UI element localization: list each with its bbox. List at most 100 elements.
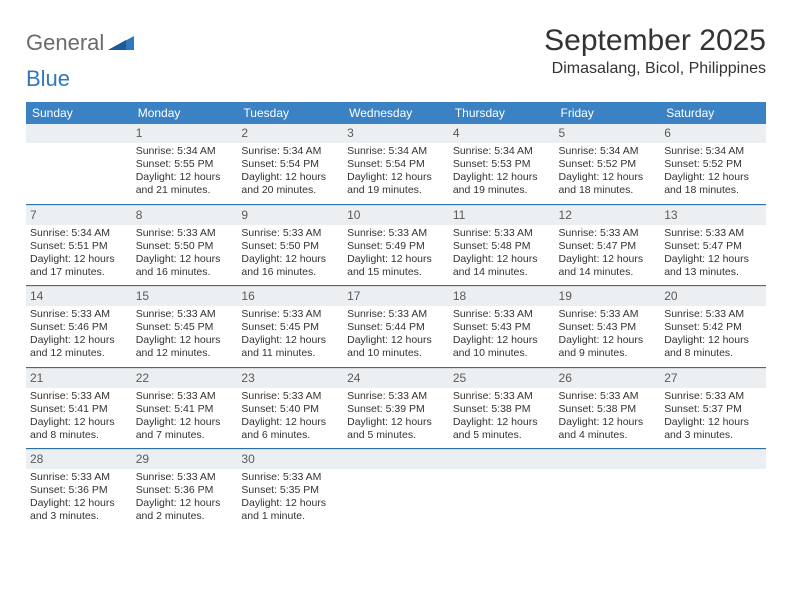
day-cell: 16Sunrise: 5:33 AMSunset: 5:45 PMDayligh… [237, 286, 343, 368]
sunrise-text: Sunrise: 5:33 AM [453, 390, 551, 403]
day-content: Sunrise: 5:33 AMSunset: 5:39 PMDaylight:… [347, 390, 445, 443]
sunset-text: Sunset: 5:41 PM [30, 403, 128, 416]
daylight-text: Daylight: 12 hours [347, 253, 445, 266]
day-cell: 6Sunrise: 5:34 AMSunset: 5:52 PMDaylight… [660, 124, 766, 204]
calendar-table: Sunday Monday Tuesday Wednesday Thursday… [26, 102, 766, 530]
sunrise-text: Sunrise: 5:33 AM [347, 390, 445, 403]
day-number: 18 [449, 286, 555, 306]
day-cell [449, 449, 555, 530]
sunrise-text: Sunrise: 5:34 AM [453, 145, 551, 158]
day-number: 3 [343, 124, 449, 143]
day-content: Sunrise: 5:33 AMSunset: 5:45 PMDaylight:… [241, 308, 339, 361]
day-content: Sunrise: 5:33 AMSunset: 5:43 PMDaylight:… [559, 308, 657, 361]
sunrise-text: Sunrise: 5:33 AM [241, 471, 339, 484]
day-number: 7 [26, 205, 132, 225]
day-number: 29 [132, 449, 238, 469]
day-cell [555, 449, 661, 530]
sunrise-text: Sunrise: 5:33 AM [241, 390, 339, 403]
sunset-text: Sunset: 5:52 PM [559, 158, 657, 171]
day-number: 4 [449, 124, 555, 143]
sunset-text: Sunset: 5:37 PM [664, 403, 762, 416]
daylight-text: and 11 minutes. [241, 347, 339, 360]
day-content: Sunrise: 5:33 AMSunset: 5:41 PMDaylight:… [30, 390, 128, 443]
day-number: 2 [237, 124, 343, 143]
daylight-text: Daylight: 12 hours [559, 253, 657, 266]
day-number [660, 449, 766, 469]
day-number: 1 [132, 124, 238, 143]
day-cell: 23Sunrise: 5:33 AMSunset: 5:40 PMDayligh… [237, 367, 343, 449]
day-cell: 26Sunrise: 5:33 AMSunset: 5:38 PMDayligh… [555, 367, 661, 449]
day-number: 16 [237, 286, 343, 306]
day-cell: 5Sunrise: 5:34 AMSunset: 5:52 PMDaylight… [555, 124, 661, 204]
daylight-text: Daylight: 12 hours [347, 334, 445, 347]
daylight-text: Daylight: 12 hours [664, 416, 762, 429]
sunrise-text: Sunrise: 5:34 AM [347, 145, 445, 158]
daylight-text: and 10 minutes. [347, 347, 445, 360]
sunrise-text: Sunrise: 5:33 AM [30, 308, 128, 321]
dow-thursday: Thursday [449, 102, 555, 124]
day-cell: 21Sunrise: 5:33 AMSunset: 5:41 PMDayligh… [26, 367, 132, 449]
day-cell: 7Sunrise: 5:34 AMSunset: 5:51 PMDaylight… [26, 204, 132, 286]
sunset-text: Sunset: 5:45 PM [136, 321, 234, 334]
daylight-text: and 17 minutes. [30, 266, 128, 279]
sunrise-text: Sunrise: 5:34 AM [664, 145, 762, 158]
sunrise-text: Sunrise: 5:33 AM [453, 308, 551, 321]
day-content: Sunrise: 5:33 AMSunset: 5:36 PMDaylight:… [136, 471, 234, 524]
logo-triangle-icon [108, 32, 134, 55]
daylight-text: and 3 minutes. [30, 510, 128, 523]
sunrise-text: Sunrise: 5:34 AM [241, 145, 339, 158]
day-content: Sunrise: 5:33 AMSunset: 5:48 PMDaylight:… [453, 227, 551, 280]
day-cell: 22Sunrise: 5:33 AMSunset: 5:41 PMDayligh… [132, 367, 238, 449]
logo-text-general: General [26, 30, 104, 56]
sunrise-text: Sunrise: 5:33 AM [664, 390, 762, 403]
sunrise-text: Sunrise: 5:33 AM [559, 390, 657, 403]
daylight-text: and 16 minutes. [241, 266, 339, 279]
day-content: Sunrise: 5:33 AMSunset: 5:47 PMDaylight:… [664, 227, 762, 280]
day-number: 17 [343, 286, 449, 306]
day-cell [26, 124, 132, 204]
day-content: Sunrise: 5:33 AMSunset: 5:50 PMDaylight:… [136, 227, 234, 280]
sunrise-text: Sunrise: 5:33 AM [559, 308, 657, 321]
sunrise-text: Sunrise: 5:33 AM [347, 308, 445, 321]
sunrise-text: Sunrise: 5:33 AM [30, 471, 128, 484]
sunset-text: Sunset: 5:53 PM [453, 158, 551, 171]
daylight-text: Daylight: 12 hours [241, 253, 339, 266]
day-number: 9 [237, 205, 343, 225]
dow-wednesday: Wednesday [343, 102, 449, 124]
daylight-text: Daylight: 12 hours [559, 416, 657, 429]
day-number: 19 [555, 286, 661, 306]
day-content: Sunrise: 5:33 AMSunset: 5:47 PMDaylight:… [559, 227, 657, 280]
dow-monday: Monday [132, 102, 238, 124]
day-number: 28 [26, 449, 132, 469]
daylight-text: Daylight: 12 hours [136, 334, 234, 347]
sunrise-text: Sunrise: 5:33 AM [30, 390, 128, 403]
daylight-text: Daylight: 12 hours [30, 497, 128, 510]
daylight-text: Daylight: 12 hours [136, 171, 234, 184]
sunset-text: Sunset: 5:36 PM [136, 484, 234, 497]
daylight-text: and 4 minutes. [559, 429, 657, 442]
day-cell: 20Sunrise: 5:33 AMSunset: 5:42 PMDayligh… [660, 286, 766, 368]
logo-text-blue: Blue [26, 66, 70, 92]
day-cell: 15Sunrise: 5:33 AMSunset: 5:45 PMDayligh… [132, 286, 238, 368]
sunset-text: Sunset: 5:36 PM [30, 484, 128, 497]
daylight-text: Daylight: 12 hours [664, 171, 762, 184]
day-cell: 30Sunrise: 5:33 AMSunset: 5:35 PMDayligh… [237, 449, 343, 530]
daylight-text: and 10 minutes. [453, 347, 551, 360]
daylight-text: and 13 minutes. [664, 266, 762, 279]
sunset-text: Sunset: 5:41 PM [136, 403, 234, 416]
day-number: 15 [132, 286, 238, 306]
dow-friday: Friday [555, 102, 661, 124]
daylight-text: and 14 minutes. [559, 266, 657, 279]
day-content: Sunrise: 5:33 AMSunset: 5:43 PMDaylight:… [453, 308, 551, 361]
day-cell [660, 449, 766, 530]
sunset-text: Sunset: 5:48 PM [453, 240, 551, 253]
daylight-text: Daylight: 12 hours [241, 416, 339, 429]
daylight-text: and 20 minutes. [241, 184, 339, 197]
daylight-text: Daylight: 12 hours [136, 416, 234, 429]
day-number: 5 [555, 124, 661, 143]
daylight-text: and 3 minutes. [664, 429, 762, 442]
daylight-text: and 16 minutes. [136, 266, 234, 279]
daylight-text: and 5 minutes. [347, 429, 445, 442]
day-cell: 1Sunrise: 5:34 AMSunset: 5:55 PMDaylight… [132, 124, 238, 204]
calendar-page: General September 2025 Dimasalang, Bicol… [0, 0, 792, 530]
